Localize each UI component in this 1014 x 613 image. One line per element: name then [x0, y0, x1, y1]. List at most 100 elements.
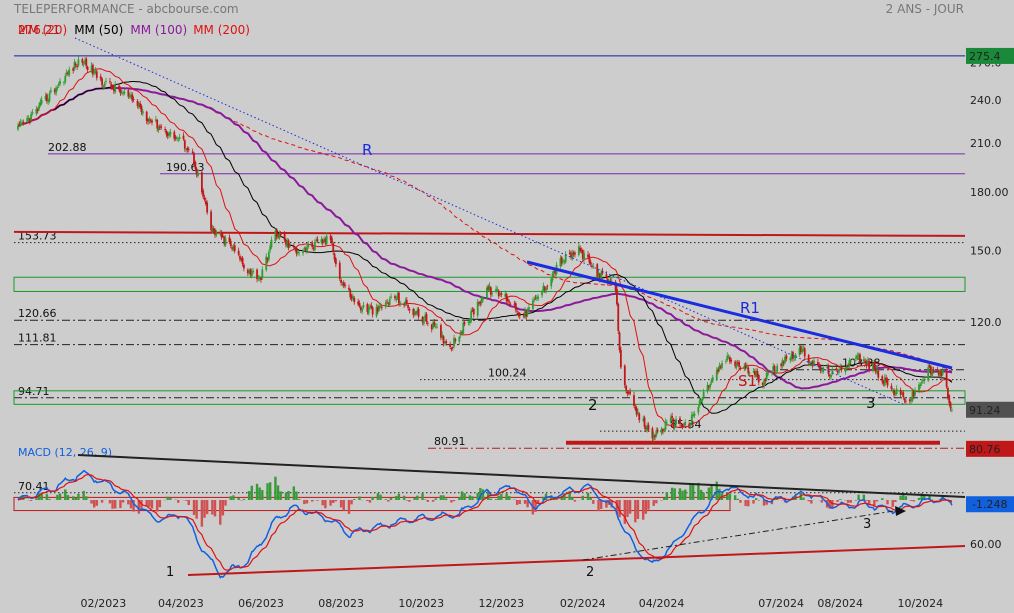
- candle-body: [441, 334, 444, 338]
- candle-265: [500, 291, 503, 298]
- candle-465: [868, 359, 871, 373]
- candle-363: [681, 424, 684, 430]
- histogram-bar: [221, 500, 225, 516]
- candle-468: [874, 365, 877, 375]
- candle-212: [404, 297, 407, 307]
- candle-body: [91, 64, 94, 75]
- candle-body: [332, 243, 335, 252]
- candle-body: [352, 296, 354, 299]
- candle-203: [387, 301, 390, 307]
- candle-345: [647, 422, 650, 432]
- candle-body: [55, 87, 57, 94]
- candle-501: [936, 366, 939, 373]
- candle-491: [918, 382, 920, 394]
- candle-body: [637, 412, 639, 415]
- candle-body: [505, 294, 508, 301]
- candle-510: [950, 407, 953, 413]
- candle-215: [408, 307, 411, 314]
- candle-357: [671, 412, 673, 420]
- histogram-bar: [526, 500, 529, 508]
- histogram-bar: [762, 500, 766, 506]
- candle-body: [287, 240, 290, 248]
- candle-87: [174, 134, 177, 141]
- candle-body: [130, 94, 132, 98]
- candle-body: [417, 308, 420, 317]
- candle-body: [168, 133, 170, 136]
- candle-397: [744, 362, 747, 371]
- candle-body: [816, 362, 819, 365]
- candle-body: [811, 361, 814, 366]
- candle-191: [366, 302, 369, 315]
- candle-495: [923, 377, 926, 384]
- candle-body: [767, 372, 769, 375]
- candle-53: [111, 84, 114, 90]
- candle-38: [84, 57, 86, 65]
- candle-body: [822, 367, 825, 372]
- candle-body: [415, 313, 417, 314]
- candle-body: [849, 361, 852, 362]
- candle-body: [692, 414, 695, 416]
- candle-508: [948, 394, 951, 407]
- candle-body: [643, 417, 646, 427]
- candle-445: [831, 366, 834, 376]
- candle-33: [74, 61, 77, 68]
- candle-body: [496, 289, 499, 291]
- candle-body: [53, 89, 56, 92]
- candle-415: [776, 363, 779, 374]
- candle-body: [278, 233, 281, 238]
- candle-159: [306, 244, 308, 254]
- candle-body: [311, 242, 314, 248]
- level-label-10: 80.91: [434, 435, 466, 448]
- candle-body: [73, 62, 76, 70]
- candle-body: [771, 372, 773, 374]
- candle-body: [449, 343, 452, 347]
- candle-body: [864, 360, 867, 362]
- candle-body: [516, 310, 519, 312]
- xtick-label-7: 02/2024: [560, 597, 606, 610]
- candle-body: [517, 312, 520, 315]
- candle-body: [47, 99, 50, 102]
- histogram-bar: [347, 500, 351, 514]
- candle-body: [882, 381, 885, 384]
- candle-body: [525, 311, 528, 317]
- histogram-bar: [332, 500, 335, 503]
- candle-14: [39, 98, 42, 108]
- ma50-line: [17, 81, 953, 414]
- candle-body: [408, 308, 411, 311]
- histogram-bar: [744, 500, 747, 507]
- candle-199: [379, 302, 382, 309]
- candle-384: [719, 364, 722, 370]
- candle-body: [886, 379, 889, 386]
- candle-body: [920, 382, 923, 384]
- candle-body: [857, 355, 860, 357]
- candle-71: [145, 110, 148, 125]
- candle-body: [683, 424, 685, 426]
- candle-253: [479, 300, 482, 307]
- candle-body: [819, 365, 822, 371]
- candle-228: [433, 318, 436, 328]
- candle-113: [221, 232, 224, 238]
- ytick-label-2: 120.0: [970, 316, 1002, 329]
- histogram-bar: [568, 491, 571, 500]
- candle-body: [634, 406, 637, 410]
- candle-166: [320, 236, 323, 245]
- candle-81: [164, 126, 167, 133]
- candle-body: [26, 117, 29, 122]
- candle-11: [35, 106, 38, 116]
- histogram-bar: [387, 500, 390, 502]
- candle-body: [940, 370, 943, 376]
- histogram-bar: [757, 500, 760, 501]
- histogram-bar: [715, 481, 718, 500]
- macd-divergence-line: [582, 509, 901, 561]
- candle-232: [441, 331, 444, 340]
- candle-72: [147, 118, 149, 125]
- candle-body: [524, 310, 526, 318]
- annotation-4: 2: [588, 396, 598, 414]
- histogram-bar: [389, 497, 393, 500]
- candle-385: [721, 360, 723, 370]
- candle-body: [581, 250, 584, 259]
- trendline-r1: [526, 260, 953, 370]
- candle-241: [458, 335, 461, 345]
- candle-body: [219, 232, 222, 235]
- ytick-label-4: 180.00: [970, 186, 1009, 199]
